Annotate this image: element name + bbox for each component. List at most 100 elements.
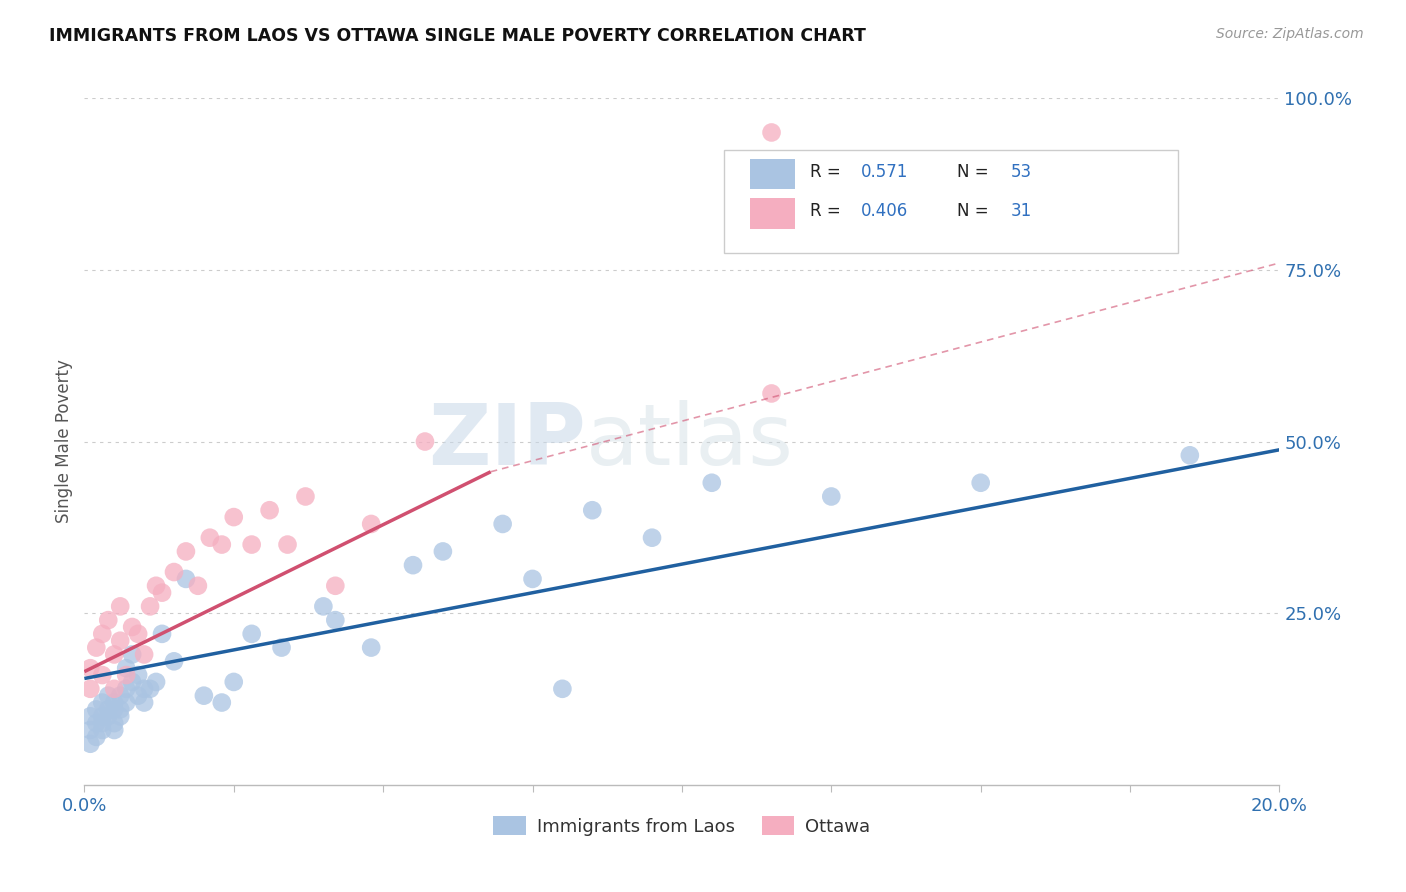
Point xyxy=(820,490,842,504)
FancyBboxPatch shape xyxy=(724,150,1178,252)
Point xyxy=(91,627,114,641)
Point xyxy=(110,599,132,614)
Text: 0.571: 0.571 xyxy=(862,162,908,180)
Point xyxy=(132,648,156,662)
Point xyxy=(103,702,125,716)
Point xyxy=(121,620,143,634)
Point xyxy=(110,633,132,648)
Point xyxy=(127,689,149,703)
Point xyxy=(641,531,664,545)
Point xyxy=(145,579,167,593)
Point xyxy=(86,702,108,716)
Text: ZIP: ZIP xyxy=(429,400,586,483)
Point xyxy=(360,640,382,655)
Text: atlas: atlas xyxy=(586,400,794,483)
FancyBboxPatch shape xyxy=(749,198,796,228)
Point xyxy=(150,627,173,641)
Point xyxy=(115,696,138,710)
Text: 31: 31 xyxy=(1011,202,1032,220)
Point xyxy=(240,627,263,641)
Point xyxy=(121,648,143,662)
Point xyxy=(103,723,125,737)
Point xyxy=(103,716,125,731)
Point xyxy=(761,386,783,401)
Point xyxy=(91,668,114,682)
Legend: Immigrants from Laos, Ottawa: Immigrants from Laos, Ottawa xyxy=(485,807,879,845)
Text: Source: ZipAtlas.com: Source: ZipAtlas.com xyxy=(1216,27,1364,41)
Point xyxy=(325,613,347,627)
Point xyxy=(174,572,197,586)
Point xyxy=(91,723,114,737)
Point xyxy=(103,681,125,696)
Point xyxy=(413,434,436,449)
Text: 0.406: 0.406 xyxy=(862,202,908,220)
Point xyxy=(86,716,108,731)
Point xyxy=(222,510,245,524)
Point xyxy=(97,613,120,627)
Point xyxy=(193,689,215,703)
Point xyxy=(187,579,209,593)
Point xyxy=(97,689,120,703)
Point xyxy=(198,531,221,545)
Text: IMMIGRANTS FROM LAOS VS OTTAWA SINGLE MALE POVERTY CORRELATION CHART: IMMIGRANTS FROM LAOS VS OTTAWA SINGLE MA… xyxy=(49,27,866,45)
Text: R =: R = xyxy=(810,162,841,180)
Point xyxy=(360,516,382,531)
Point xyxy=(145,675,167,690)
Point xyxy=(79,737,101,751)
Text: 53: 53 xyxy=(1011,162,1032,180)
Point xyxy=(970,475,993,490)
Point xyxy=(91,696,114,710)
Text: N =: N = xyxy=(957,162,988,180)
FancyBboxPatch shape xyxy=(749,159,796,189)
Point xyxy=(270,640,292,655)
Point xyxy=(402,558,425,573)
Point xyxy=(115,661,138,675)
Point xyxy=(294,490,316,504)
Point xyxy=(103,648,125,662)
Point xyxy=(91,709,114,723)
Point xyxy=(97,702,120,716)
Point xyxy=(127,668,149,682)
Point xyxy=(150,585,173,599)
Point xyxy=(127,627,149,641)
Point xyxy=(259,503,281,517)
Point xyxy=(1178,448,1201,462)
Point xyxy=(79,661,101,675)
Point xyxy=(551,681,574,696)
Point xyxy=(121,675,143,690)
Point xyxy=(91,716,114,731)
Point xyxy=(174,544,197,558)
Point xyxy=(761,125,783,139)
Point xyxy=(139,599,162,614)
Point xyxy=(325,579,347,593)
Point xyxy=(163,565,186,579)
Point xyxy=(110,702,132,716)
Point xyxy=(581,503,603,517)
Point xyxy=(432,544,454,558)
Point xyxy=(139,681,162,696)
Point xyxy=(115,668,138,682)
Point xyxy=(86,730,108,744)
Point xyxy=(103,696,125,710)
Point xyxy=(211,537,233,551)
Point xyxy=(110,689,132,703)
Point xyxy=(700,475,723,490)
Point xyxy=(132,681,156,696)
Point xyxy=(240,537,263,551)
Point xyxy=(115,681,138,696)
Point xyxy=(132,696,156,710)
Point xyxy=(522,572,544,586)
Point xyxy=(163,654,186,668)
Y-axis label: Single Male Poverty: Single Male Poverty xyxy=(55,359,73,524)
Point xyxy=(110,709,132,723)
Point xyxy=(211,696,233,710)
Point xyxy=(79,681,101,696)
Text: N =: N = xyxy=(957,202,988,220)
Point xyxy=(97,709,120,723)
Point xyxy=(312,599,335,614)
Point xyxy=(222,675,245,690)
Point xyxy=(79,709,101,723)
Point xyxy=(86,640,108,655)
Point xyxy=(277,537,299,551)
Text: R =: R = xyxy=(810,202,841,220)
